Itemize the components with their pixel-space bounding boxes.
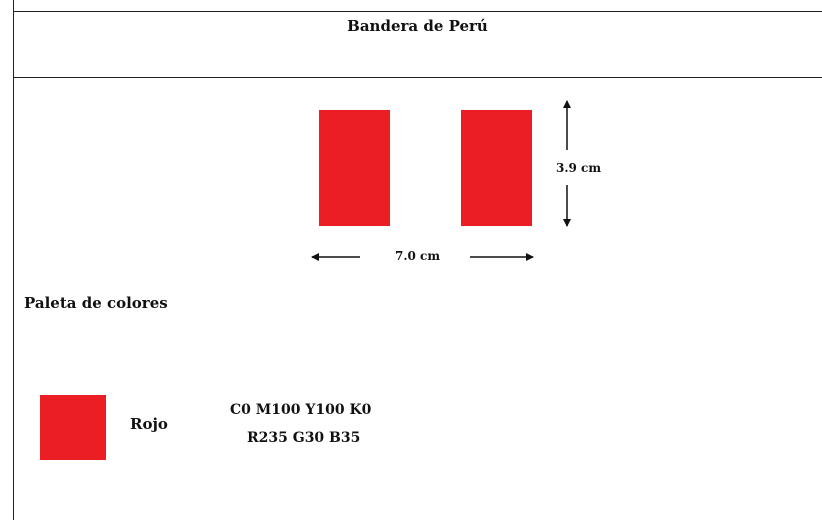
top-divider-line [13, 11, 822, 12]
document-title: Bandera de Perú [347, 17, 488, 35]
palette-title: Paleta de colores [24, 294, 168, 312]
height-dimension-label: 3.9 cm [556, 161, 602, 175]
color-name: Rojo [130, 415, 168, 433]
header-divider-line [13, 77, 822, 78]
left-border-line [13, 0, 14, 520]
flag-stripe-left [319, 110, 390, 226]
color-swatch-rojo [40, 395, 106, 460]
flag-stripe-right [461, 110, 532, 226]
cmyk-values: C0 M100 Y100 K0 [230, 402, 372, 418]
rgb-values: R235 G30 B35 [247, 430, 361, 446]
width-dimension-label: 7.0 cm [395, 249, 441, 263]
